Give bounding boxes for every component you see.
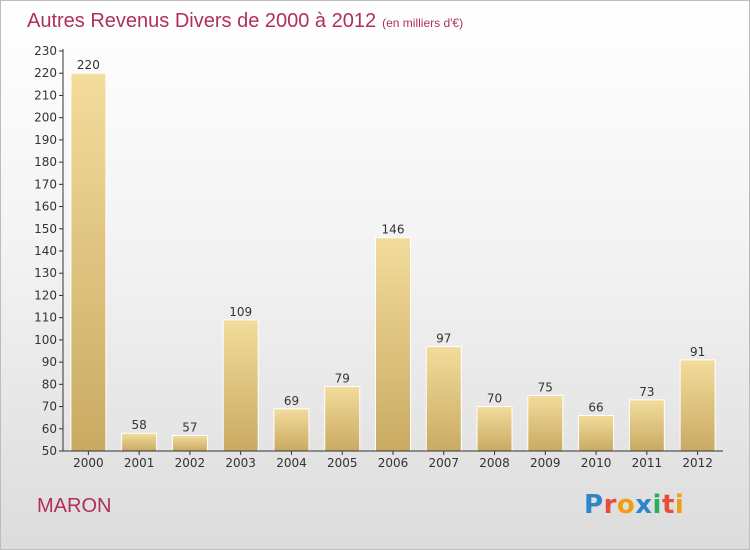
x-tick-label: 2004	[276, 456, 307, 470]
y-axis: 50 60 70 80 90 100 110 120 130 140 150 160 170 180 190…	[34, 44, 64, 458]
bar-value-label: 109	[229, 305, 252, 319]
bar-value-label: 66	[588, 400, 603, 414]
bar-value-label: 91	[690, 345, 705, 359]
bar-value-label: 69	[284, 394, 299, 408]
bar-2011	[628, 399, 665, 452]
chart-title: Autres Revenus Divers de 2000 à 2012 (en …	[27, 10, 463, 33]
y-tick-label: 90	[42, 355, 57, 369]
bar-2005	[324, 386, 361, 452]
y-tick-label: 170	[34, 177, 57, 191]
bar-2008	[476, 406, 513, 452]
x-tick-label: 2005	[327, 456, 358, 470]
bar-2009	[527, 394, 564, 452]
x-tick-label: 2010	[581, 456, 612, 470]
x-tick-label: 2001	[124, 456, 155, 470]
y-tick-label: 60	[42, 422, 57, 436]
y-tick-label: 180	[34, 155, 57, 169]
subtitle-unit: (en milliers d'€)	[382, 16, 464, 30]
bar-2000	[70, 72, 107, 452]
bars-group: 220 58 57 109 69 79 146 97 70 75 66 73 91	[70, 58, 716, 452]
x-tick-label: 2007	[428, 456, 459, 470]
y-tick-label: 150	[34, 222, 57, 236]
bar-2001	[121, 432, 158, 452]
bar-value-label: 57	[182, 420, 197, 434]
bar-value-label: 220	[77, 58, 100, 72]
bar-value-label: 73	[639, 385, 654, 399]
bar-value-label: 58	[132, 418, 147, 432]
y-tick-label: 70	[42, 400, 57, 414]
bar-2006	[375, 237, 411, 452]
logo-letter: r	[603, 490, 617, 520]
y-tick-label: 100	[34, 333, 57, 347]
logo-letter: x	[635, 490, 653, 520]
x-tick-label: 2009	[530, 456, 561, 470]
x-tick-label: 2011	[632, 456, 663, 470]
y-tick-label: 80	[42, 377, 57, 391]
logo-letter: i	[674, 490, 685, 520]
y-tick-label: 220	[34, 66, 57, 80]
bar-2007	[425, 346, 462, 452]
commune-name: MARON	[37, 495, 112, 517]
logo-letter: i	[652, 490, 662, 520]
y-tick-label: 110	[34, 311, 57, 325]
bar-value-label: 75	[538, 380, 553, 394]
y-tick-label: 130	[34, 266, 57, 280]
logo-letter: P	[584, 490, 604, 520]
y-tick-label: 50	[42, 444, 57, 458]
x-axis: 2000 2001 2002 2003 2004 2005 2006 2007 2008 2009…	[63, 450, 723, 470]
y-tick-label: 120	[34, 288, 57, 302]
y-tick-label: 230	[34, 44, 57, 58]
bar-value-label: 70	[487, 392, 502, 406]
bar-2004	[273, 408, 310, 452]
bar-value-label: 146	[382, 223, 405, 237]
bar-value-label: 79	[335, 372, 350, 386]
y-tick-label: 210	[34, 88, 57, 102]
bar-value-label: 97	[436, 332, 451, 346]
proxiti-logo: Proxiti	[584, 490, 684, 520]
logo-letter: t	[661, 490, 675, 520]
title-text: Autres Revenus Divers de 2000 à 2012	[27, 10, 377, 32]
x-tick-label: 2008	[479, 456, 510, 470]
bar-2002	[171, 434, 208, 452]
x-tick-label: 2002	[175, 456, 206, 470]
x-tick-label: 2006	[378, 456, 409, 470]
bar-2003	[222, 319, 259, 452]
x-tick-label: 2000	[73, 456, 104, 470]
y-tick-label: 160	[34, 200, 57, 214]
y-tick-label: 200	[34, 111, 57, 125]
bar-2012	[679, 359, 716, 452]
y-tick-label: 140	[34, 244, 57, 258]
y-tick-label: 190	[34, 133, 57, 147]
logo-letter: o	[616, 490, 636, 520]
x-tick-label: 2012	[682, 456, 713, 470]
x-tick-label: 2003	[225, 456, 256, 470]
bar-2010	[578, 414, 615, 452]
